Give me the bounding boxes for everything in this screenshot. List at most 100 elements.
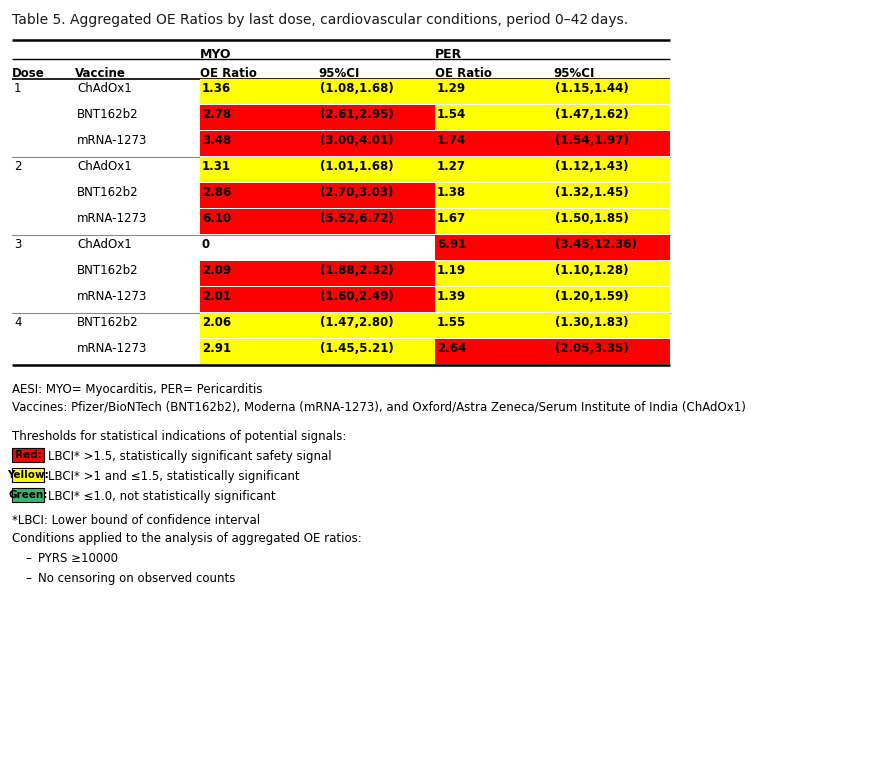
Text: (1.15,1.44): (1.15,1.44) bbox=[554, 82, 628, 95]
Text: LBCI* ≤1.0, not statistically significant: LBCI* ≤1.0, not statistically significan… bbox=[48, 490, 275, 503]
Text: (1.32,1.45): (1.32,1.45) bbox=[554, 186, 628, 199]
Text: mRNA-1273: mRNA-1273 bbox=[77, 290, 147, 303]
Text: 4: 4 bbox=[14, 316, 22, 329]
Text: –: – bbox=[25, 552, 30, 565]
Bar bbox=[200, 313, 434, 338]
Bar bbox=[200, 157, 434, 182]
Text: Red:: Red: bbox=[15, 450, 42, 460]
Text: PER: PER bbox=[434, 48, 461, 61]
Text: 1.27: 1.27 bbox=[436, 160, 466, 173]
Text: 1: 1 bbox=[14, 82, 22, 95]
Text: (1.60,2.49): (1.60,2.49) bbox=[320, 290, 394, 303]
Text: ChAdOx1: ChAdOx1 bbox=[77, 160, 131, 173]
Text: (3.45,12.36): (3.45,12.36) bbox=[554, 238, 636, 251]
Text: 1.38: 1.38 bbox=[436, 186, 466, 199]
Bar bbox=[200, 287, 434, 312]
Text: 6.91: 6.91 bbox=[436, 238, 466, 251]
Text: –: – bbox=[25, 572, 30, 585]
Bar bbox=[200, 261, 434, 286]
Text: (1.50,1.85): (1.50,1.85) bbox=[554, 212, 628, 225]
Text: Vaccines: Pfizer/BioNTech (BNT162b2), Moderna (mRNA-1273), and Oxford/Astra Zene: Vaccines: Pfizer/BioNTech (BNT162b2), Mo… bbox=[12, 400, 745, 413]
Text: Yellow:: Yellow: bbox=[7, 470, 49, 480]
Text: OE Ratio: OE Ratio bbox=[434, 67, 491, 80]
Bar bbox=[12, 488, 44, 502]
Text: BNT162b2: BNT162b2 bbox=[77, 108, 138, 121]
Text: 1.67: 1.67 bbox=[436, 212, 466, 225]
Text: Vaccine: Vaccine bbox=[75, 67, 126, 80]
Bar bbox=[434, 183, 669, 208]
Bar bbox=[434, 261, 669, 286]
Text: 1.54: 1.54 bbox=[436, 108, 466, 121]
Text: BNT162b2: BNT162b2 bbox=[77, 264, 138, 277]
Text: OE Ratio: OE Ratio bbox=[200, 67, 256, 80]
Bar bbox=[434, 287, 669, 312]
Text: LBCI* >1.5, statistically significant safety signal: LBCI* >1.5, statistically significant sa… bbox=[48, 450, 331, 463]
Text: No censoring on observed counts: No censoring on observed counts bbox=[38, 572, 235, 585]
Text: ChAdOx1: ChAdOx1 bbox=[77, 82, 131, 95]
Text: 6.10: 6.10 bbox=[202, 212, 231, 225]
Text: 0: 0 bbox=[202, 238, 210, 251]
Text: mRNA-1273: mRNA-1273 bbox=[77, 212, 147, 225]
Text: 1.55: 1.55 bbox=[436, 316, 466, 329]
Text: (2.70,3.03): (2.70,3.03) bbox=[320, 186, 393, 199]
Text: 2.86: 2.86 bbox=[202, 186, 231, 199]
Text: 95%CI: 95%CI bbox=[553, 67, 594, 80]
Text: Thresholds for statistical indications of potential signals:: Thresholds for statistical indications o… bbox=[12, 430, 346, 443]
Text: 3: 3 bbox=[14, 238, 22, 251]
Bar bbox=[434, 79, 669, 104]
Text: (5.52,6.72): (5.52,6.72) bbox=[320, 212, 394, 225]
Text: Green:: Green: bbox=[9, 490, 48, 500]
Text: 2.78: 2.78 bbox=[202, 108, 231, 121]
Text: (1.08,1.68): (1.08,1.68) bbox=[320, 82, 394, 95]
Text: (1.47,2.80): (1.47,2.80) bbox=[320, 316, 393, 329]
Bar bbox=[434, 235, 669, 260]
Text: 1.29: 1.29 bbox=[436, 82, 466, 95]
Text: BNT162b2: BNT162b2 bbox=[77, 186, 138, 199]
Text: 95%CI: 95%CI bbox=[318, 67, 359, 80]
Text: 2.01: 2.01 bbox=[202, 290, 231, 303]
Text: (2.05,3.35): (2.05,3.35) bbox=[554, 342, 628, 355]
Bar bbox=[200, 79, 434, 104]
Text: 2.09: 2.09 bbox=[202, 264, 231, 277]
Text: ChAdOx1: ChAdOx1 bbox=[77, 238, 131, 251]
Bar bbox=[12, 468, 44, 482]
Bar bbox=[200, 209, 434, 234]
Bar bbox=[434, 339, 669, 364]
Text: Conditions applied to the analysis of aggregated OE ratios:: Conditions applied to the analysis of ag… bbox=[12, 532, 362, 545]
Bar bbox=[434, 157, 669, 182]
Text: (1.54,1.97): (1.54,1.97) bbox=[554, 134, 628, 147]
Bar bbox=[434, 105, 669, 130]
Text: (1.10,1.28): (1.10,1.28) bbox=[554, 264, 627, 277]
Bar bbox=[12, 448, 44, 462]
Text: 2.91: 2.91 bbox=[202, 342, 231, 355]
Text: (1.12,1.43): (1.12,1.43) bbox=[554, 160, 627, 173]
Text: mRNA-1273: mRNA-1273 bbox=[77, 134, 147, 147]
Text: 1.74: 1.74 bbox=[436, 134, 466, 147]
Text: (3.00,4.01): (3.00,4.01) bbox=[320, 134, 393, 147]
Text: PYRS ≥10000: PYRS ≥10000 bbox=[38, 552, 118, 565]
Bar bbox=[200, 183, 434, 208]
Bar bbox=[200, 105, 434, 130]
Text: 2.64: 2.64 bbox=[436, 342, 466, 355]
Text: Dose: Dose bbox=[12, 67, 44, 80]
Bar bbox=[200, 131, 434, 156]
Bar bbox=[434, 313, 669, 338]
Text: *LBCI: Lower bound of confidence interval: *LBCI: Lower bound of confidence interva… bbox=[12, 514, 260, 527]
Text: (1.20,1.59): (1.20,1.59) bbox=[554, 290, 628, 303]
Bar bbox=[200, 339, 434, 364]
Text: 2: 2 bbox=[14, 160, 22, 173]
Text: AESI: MYO= Myocarditis, PER= Pericarditis: AESI: MYO= Myocarditis, PER= Pericarditi… bbox=[12, 383, 262, 396]
Text: (1.45,5.21): (1.45,5.21) bbox=[320, 342, 394, 355]
Text: 2.06: 2.06 bbox=[202, 316, 231, 329]
Text: (1.47,1.62): (1.47,1.62) bbox=[554, 108, 628, 121]
Text: (2.61,2.95): (2.61,2.95) bbox=[320, 108, 394, 121]
Text: (1.88,2.32): (1.88,2.32) bbox=[320, 264, 393, 277]
Text: MYO: MYO bbox=[200, 48, 231, 61]
Text: 1.39: 1.39 bbox=[436, 290, 466, 303]
Text: 1.36: 1.36 bbox=[202, 82, 231, 95]
Text: (1.01,1.68): (1.01,1.68) bbox=[320, 160, 393, 173]
Text: LBCI* >1 and ≤1.5, statistically significant: LBCI* >1 and ≤1.5, statistically signifi… bbox=[48, 470, 299, 483]
Bar bbox=[434, 209, 669, 234]
Text: 3.48: 3.48 bbox=[202, 134, 231, 147]
Text: Table 5. Aggregated OE Ratios by last dose, cardiovascular conditions, period 0–: Table 5. Aggregated OE Ratios by last do… bbox=[12, 13, 627, 27]
